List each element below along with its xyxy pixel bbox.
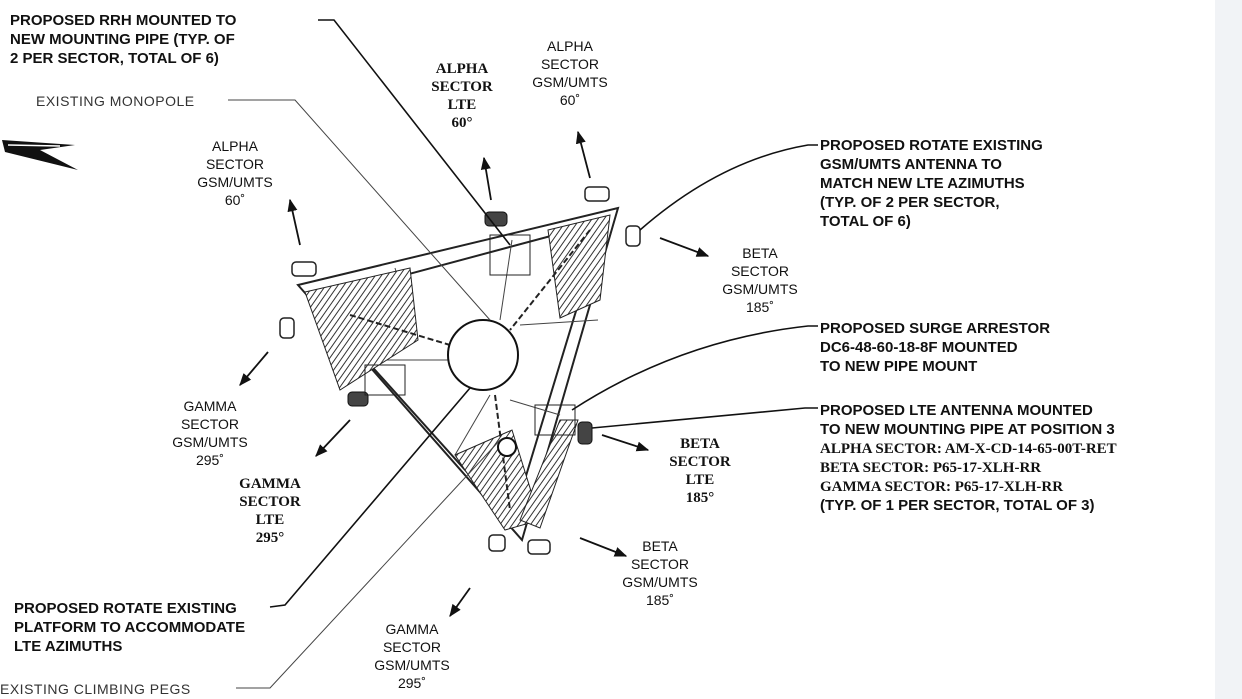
callout-text: PROPOSED RRH MOUNTED TO — [10, 12, 237, 29]
callout-text: PROPOSED SURGE ARRESTOR — [820, 320, 1050, 337]
scan-edge — [1215, 0, 1242, 699]
monopole — [448, 320, 518, 390]
sector-label: SECTOR — [206, 156, 264, 172]
sector-label: GSM/UMTS — [197, 174, 272, 190]
sector-label: BETA — [680, 436, 720, 452]
callout-text: GSM/UMTS ANTENNA TO — [820, 156, 1002, 173]
sector-label: 60˚ — [560, 92, 580, 108]
leader-lines — [228, 20, 818, 688]
callout-text: EXISTING CLIMBING PEGS — [0, 681, 191, 697]
sector-label: GAMMA — [386, 621, 440, 637]
sector-label: GSM/UMTS — [722, 281, 797, 297]
callout-text: BETA SECTOR: P65-17-XLH-RR — [820, 460, 1041, 476]
sector-label: SECTOR — [181, 416, 239, 432]
sector-label: 295˚ — [398, 675, 426, 691]
callout-text: TO NEW MOUNTING PIPE AT POSITION 3 — [820, 421, 1115, 438]
sector-label: LTE — [256, 512, 285, 528]
sector-label: 185° — [686, 490, 715, 506]
sector-label: SECTOR — [731, 263, 789, 279]
sector-label: ALPHA — [547, 38, 594, 54]
sector-label: BETA — [742, 245, 778, 261]
platform — [280, 187, 640, 554]
sector-label: SECTOR — [383, 639, 441, 655]
sector-label: GAMMA — [239, 476, 301, 492]
callout-text: (TYP. OF 1 PER SECTOR, TOTAL OF 3) — [820, 497, 1095, 514]
sector-label: SECTOR — [431, 79, 493, 95]
sector-label: ALPHA — [436, 61, 489, 77]
sector-label: 185˚ — [646, 592, 674, 608]
site-plan: PROPOSED RRH MOUNTED TO NEW MOUNTING PIPE… — [0, 0, 1242, 699]
sector-label: LTE — [448, 97, 477, 113]
sector-label: 60° — [452, 115, 473, 131]
callout-text: PLATFORM TO ACCOMMODATE — [14, 619, 245, 636]
sector-label: SECTOR — [669, 454, 731, 470]
callout-text: PROPOSED LTE ANTENNA MOUNTED — [820, 402, 1093, 419]
sector-label: 185˚ — [746, 299, 774, 315]
sector-label: GSM/UMTS — [374, 657, 449, 673]
callout-text: PROPOSED ROTATE EXISTING — [820, 137, 1043, 154]
callout-text: EXISTING MONOPOLE — [36, 93, 195, 109]
sector-label: 60˚ — [225, 192, 245, 208]
sector-label: 295˚ — [196, 452, 224, 468]
callout-text: ALPHA SECTOR: AM-X-CD-14-65-00T-RET — [820, 441, 1117, 457]
callout-text: LTE AZIMUTHS — [14, 638, 122, 655]
callout-text: GAMMA SECTOR: P65-17-XLH-RR — [820, 479, 1063, 495]
sector-label: SECTOR — [541, 56, 599, 72]
callout-text: TO NEW PIPE MOUNT — [820, 358, 977, 375]
sector-label: GAMMA — [184, 398, 238, 414]
sector-label: 295° — [256, 530, 285, 546]
callout-text: (TYP. OF 2 PER SECTOR, — [820, 194, 1000, 211]
north-arrow — [2, 140, 78, 170]
sector-label: GSM/UMTS — [532, 74, 607, 90]
sector-label: BETA — [642, 538, 678, 554]
callout-text: 2 PER SECTOR, TOTAL OF 6) — [10, 50, 219, 67]
sector-label: SECTOR — [239, 494, 301, 510]
callout-text: DC6-48-60-18-8F MOUNTED — [820, 339, 1018, 356]
callout-text: MATCH NEW LTE AZIMUTHS — [820, 175, 1025, 192]
sector-label: ALPHA — [212, 138, 259, 154]
sector-label: GSM/UMTS — [172, 434, 247, 450]
sector-label: GSM/UMTS — [622, 574, 697, 590]
sector-label: LTE — [686, 472, 715, 488]
callout-text: TOTAL OF 6) — [820, 213, 911, 230]
callout-text: NEW MOUNTING PIPE (TYP. OF — [10, 31, 235, 48]
callout-text: PROPOSED ROTATE EXISTING — [14, 600, 237, 617]
sector-label: SECTOR — [631, 556, 689, 572]
